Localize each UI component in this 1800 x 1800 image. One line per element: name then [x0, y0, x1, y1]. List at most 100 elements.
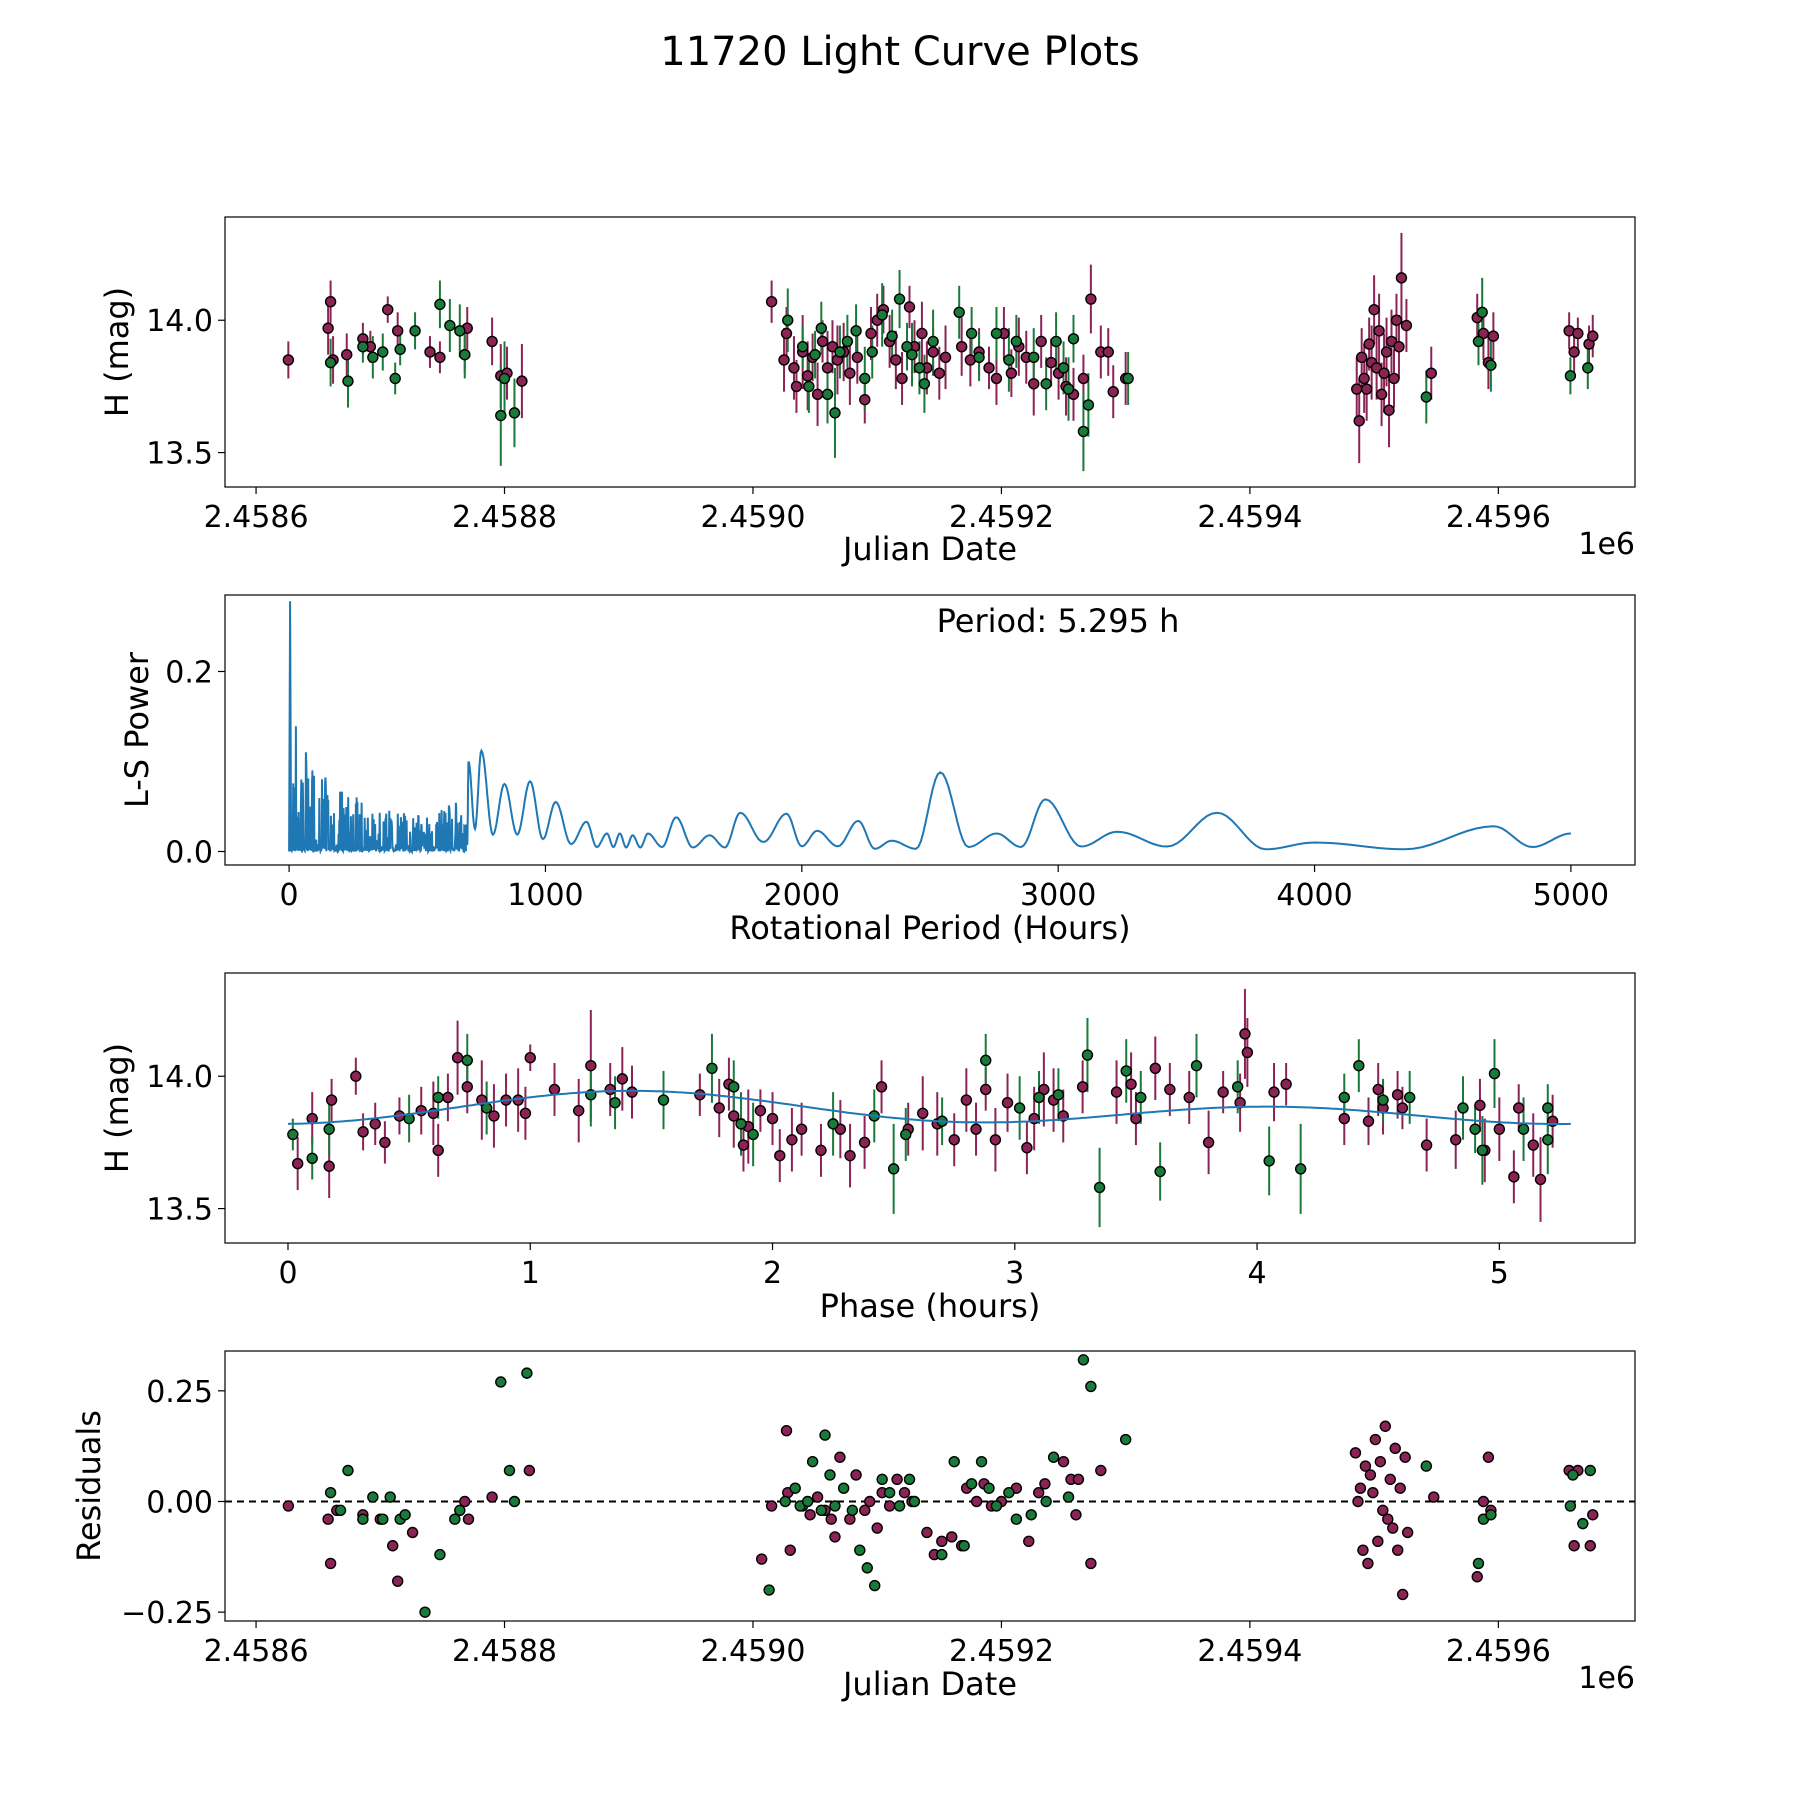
data-point-magenta — [1363, 338, 1375, 350]
data-point-green — [806, 1455, 819, 1468]
data-point-green — [829, 1500, 841, 1512]
data-point-magenta — [898, 1486, 911, 1499]
data-point-magenta — [927, 346, 939, 358]
data-point-green — [965, 1478, 978, 1490]
data-point-magenta — [1349, 1447, 1362, 1459]
data-point-green — [763, 1584, 775, 1596]
data-point-green — [1231, 1081, 1244, 1093]
data-point-magenta — [1005, 367, 1018, 379]
data-point-green — [973, 351, 985, 363]
data-point-magenta — [1375, 388, 1388, 401]
data-point-magenta — [282, 354, 295, 366]
data-point-magenta — [1487, 330, 1500, 342]
data-point-green — [893, 293, 906, 305]
data-point-magenta — [1085, 293, 1097, 305]
period-annotation: Period: 5.295 h — [937, 602, 1180, 640]
data-point-magenta — [406, 1526, 419, 1539]
data-point-green — [958, 1540, 970, 1552]
data-point-magenta — [1355, 351, 1368, 363]
data-point-magenta — [1149, 1062, 1162, 1074]
lightcurve-xlabel: Julian Date — [841, 530, 1017, 568]
data-point-magenta — [1338, 1112, 1350, 1125]
data-point-magenta — [875, 1081, 888, 1093]
data-point-magenta — [1568, 346, 1580, 358]
x-tick-label: 2.4590 — [700, 500, 805, 535]
y-tick-label: 0.25 — [146, 1375, 213, 1410]
data-point-magenta — [766, 1112, 779, 1125]
data-point-magenta — [790, 380, 803, 393]
data-point-magenta — [1039, 1478, 1051, 1490]
data-point-magenta — [990, 372, 1003, 385]
data-point-magenta — [883, 1500, 896, 1512]
data-point-green — [1472, 335, 1485, 348]
data-point-magenta — [432, 1144, 444, 1157]
data-point-green — [1062, 1491, 1075, 1503]
data-point-green — [1584, 1464, 1596, 1477]
model-curve — [287, 1089, 1571, 1125]
data-point-magenta — [1164, 1083, 1176, 1096]
data-point-magenta — [516, 375, 528, 387]
data-point-green — [521, 1367, 533, 1379]
data-point-green — [377, 1513, 389, 1525]
data-point-green — [399, 1509, 411, 1521]
data-point-green — [1033, 1091, 1045, 1104]
data-point-magenta — [1401, 1526, 1414, 1539]
x-tick-label: 2.4592 — [949, 1634, 1054, 1669]
data-point-magenta — [1070, 1509, 1082, 1521]
data-point-magenta — [970, 1495, 983, 1508]
data-point-green — [1420, 1460, 1432, 1472]
x-tick-label: 2.4588 — [452, 500, 557, 535]
data-point-magenta — [524, 1052, 536, 1064]
phased-xlabel: Phase (hours) — [820, 1287, 1041, 1325]
data-point-magenta — [387, 1540, 399, 1552]
data-point-magenta — [871, 1522, 883, 1534]
data-point-green — [854, 1544, 866, 1556]
data-point-green — [495, 409, 507, 422]
data-point-green — [357, 341, 369, 353]
data-point-magenta — [811, 388, 824, 401]
data-point-magenta — [1420, 1139, 1433, 1151]
data-point-green — [357, 1513, 369, 1525]
data-point-magenta — [859, 1504, 871, 1517]
data-point-magenta — [859, 393, 871, 406]
data-point-magenta — [1368, 303, 1380, 316]
data-point-magenta — [896, 372, 908, 385]
data-point-magenta — [989, 1134, 1002, 1146]
data-point-magenta — [865, 327, 877, 340]
data-point-magenta — [1387, 1522, 1399, 1534]
data-point-green — [900, 1128, 912, 1141]
data-point-magenta — [713, 1102, 725, 1114]
data-point-magenta — [786, 1134, 798, 1146]
data-point-magenta — [1428, 1491, 1440, 1503]
data-point-magenta — [1493, 1123, 1506, 1135]
data-point-magenta — [1102, 346, 1114, 358]
data-point-green — [1338, 1091, 1350, 1104]
data-point-green — [1040, 378, 1052, 390]
x-tick-label: 2.4586 — [204, 500, 309, 535]
data-point-green — [1542, 1102, 1554, 1114]
data-point-magenta — [1513, 1102, 1525, 1114]
data-point-green — [1485, 359, 1497, 371]
phased-panel: 0 1 2 3 4 5 13.5 14.0 Phase (hours) H (mag) — [98, 972, 1636, 1325]
data-point-green — [394, 343, 406, 356]
x-tick-label: 2 — [763, 1256, 782, 1291]
data-point-magenta — [1384, 1473, 1396, 1486]
data-point-magenta — [1391, 1089, 1404, 1101]
data-point-green — [1457, 1102, 1469, 1114]
data-point-magenta — [1353, 415, 1365, 427]
data-point-magenta — [737, 1139, 750, 1151]
residuals-panel: 2.4586 2.4588 2.4590 2.4592 2.4594 2.4596 −0.2… — [70, 1350, 1636, 1703]
data-point-green — [1052, 1089, 1065, 1101]
data-point-green — [1353, 1059, 1365, 1072]
data-point-magenta — [1393, 341, 1405, 353]
data-point-magenta — [488, 1110, 500, 1122]
data-point-magenta — [829, 1531, 841, 1543]
data-point-green — [903, 1473, 916, 1486]
data-point-green — [1190, 1059, 1203, 1072]
data-point-green — [1577, 1517, 1589, 1530]
data-point-magenta — [1378, 367, 1390, 379]
data-point-magenta — [1021, 1142, 1033, 1154]
data-point-green — [508, 407, 521, 419]
data-point-green — [1488, 1067, 1501, 1080]
data-point-magenta — [1352, 1495, 1364, 1508]
